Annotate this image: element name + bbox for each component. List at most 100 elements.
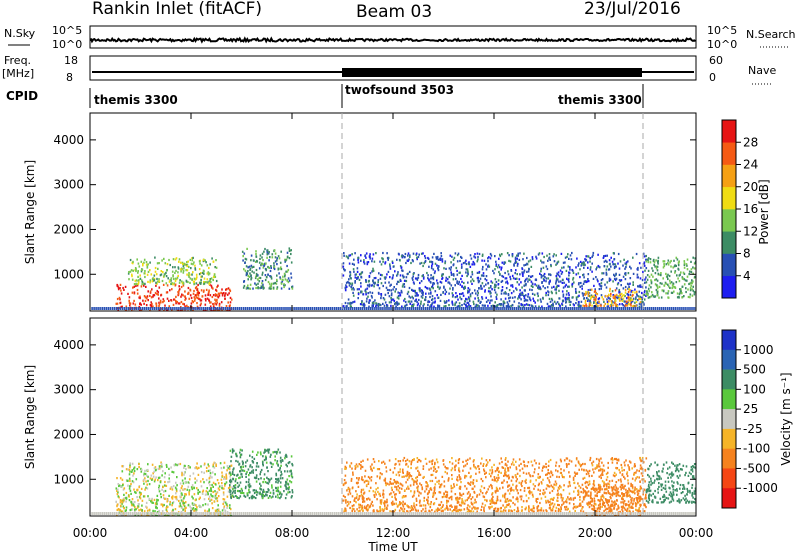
range-gate-cell <box>455 498 458 501</box>
range-gate-cell <box>475 303 478 306</box>
range-gate-cell <box>387 270 390 273</box>
range-gate-cell <box>184 507 186 510</box>
range-gate-cell <box>443 305 445 308</box>
range-gate-cell <box>404 300 407 304</box>
range-gate-cell <box>431 264 433 267</box>
range-gate-cell <box>388 281 390 284</box>
range-gate-cell <box>151 478 153 481</box>
range-gate-cell <box>635 304 637 307</box>
range-gate-cell <box>496 304 499 307</box>
range-gate-cell <box>158 484 161 487</box>
range-gate-cell <box>505 305 508 308</box>
range-gate-cell <box>549 300 552 303</box>
range-gate-cell <box>373 277 376 280</box>
range-gate-cell <box>169 487 172 490</box>
range-gate-cell <box>203 462 206 465</box>
range-gate-cell <box>159 481 162 484</box>
range-gate-cell <box>145 307 148 310</box>
range-gate-cell <box>597 298 600 301</box>
range-gate-cell <box>530 491 533 494</box>
range-gate-cell <box>539 272 541 275</box>
range-gate-cell <box>597 253 599 256</box>
range-gate-cell <box>134 501 136 504</box>
range-gate-cell <box>668 274 671 278</box>
range-gate-cell <box>543 465 546 468</box>
range-gate-cell <box>281 493 283 496</box>
range-gate-cell <box>311 307 313 310</box>
range-gate-cell <box>567 253 569 256</box>
range-gate-cell <box>629 277 632 280</box>
range-gate-cell <box>436 264 438 267</box>
range-gate-cell <box>193 299 196 302</box>
range-gate-cell <box>619 478 622 481</box>
range-gate-cell <box>161 503 164 506</box>
range-gate-cell <box>168 307 170 310</box>
range-gate-cell <box>286 478 289 481</box>
range-gate-cell <box>547 277 550 280</box>
range-gate-cell <box>127 484 129 487</box>
range-gate-cell <box>427 256 429 260</box>
range-gate-cell <box>124 509 127 512</box>
range-gate-cell <box>190 296 193 300</box>
range-gate-cell <box>354 467 357 470</box>
range-gate-cell <box>616 297 618 300</box>
range-gate-cell <box>553 496 555 500</box>
range-gate-cell <box>445 467 448 470</box>
range-gate-cell <box>344 301 347 305</box>
range-gate-cell <box>578 300 580 304</box>
range-gate-cell <box>250 307 253 310</box>
range-gate-cell <box>625 459 627 462</box>
range-gate-cell <box>184 501 187 504</box>
range-gate-cell <box>231 471 234 474</box>
range-gate-cell <box>416 278 419 281</box>
range-gate-cell <box>252 471 254 474</box>
range-gate-cell <box>457 298 459 301</box>
range-gate-cell <box>686 279 688 282</box>
range-gate-cell <box>422 264 424 268</box>
range-gate-cell <box>358 278 361 281</box>
range-gate-cell <box>514 258 517 261</box>
range-gate-cell <box>493 288 496 292</box>
range-gate-cell <box>619 471 621 474</box>
range-gate-cell <box>515 269 517 272</box>
range-gate-cell <box>217 487 220 490</box>
range-gate-cell <box>526 270 528 273</box>
range-gate-cell <box>191 273 193 276</box>
range-gate-cell <box>369 257 371 260</box>
range-gate-cell <box>604 294 607 298</box>
range-gate-cell <box>369 486 372 489</box>
range-gate-cell <box>630 304 632 307</box>
range-gate-cell <box>443 267 445 270</box>
range-gate-cell <box>129 470 131 473</box>
range-gate-cell <box>158 262 160 265</box>
range-gate-cell <box>208 498 211 501</box>
range-gate-cell <box>614 295 616 298</box>
range-gate-cell <box>380 263 383 266</box>
range-gate-cell <box>614 299 617 302</box>
range-gate-cell <box>412 278 414 281</box>
range-gate-cell <box>159 493 162 496</box>
range-gate-cell <box>259 451 262 454</box>
range-gate-cell <box>153 480 156 483</box>
range-gate-cell <box>524 278 527 281</box>
range-gate-cell <box>498 303 501 306</box>
range-gate-cell <box>640 307 643 310</box>
range-gate-cell <box>529 475 532 478</box>
range-gate-cell <box>598 283 601 286</box>
range-gate-cell <box>344 286 347 289</box>
range-gate-cell <box>582 273 585 276</box>
range-gate-cell <box>117 483 120 486</box>
range-gate-cell <box>224 509 227 512</box>
range-gate-cell <box>673 307 675 310</box>
range-gate-cell <box>431 256 434 259</box>
range-gate-cell <box>196 307 198 310</box>
range-gate-cell <box>567 292 570 295</box>
range-gate-cell <box>534 278 537 281</box>
range-gate-cell <box>331 307 334 310</box>
range-gate-cell <box>642 270 644 273</box>
range-gate-cell <box>441 277 443 280</box>
range-gate-cell <box>573 505 576 509</box>
range-gate-cell <box>172 500 175 504</box>
range-gate-cell <box>229 489 232 493</box>
range-gate-cell <box>446 278 449 281</box>
